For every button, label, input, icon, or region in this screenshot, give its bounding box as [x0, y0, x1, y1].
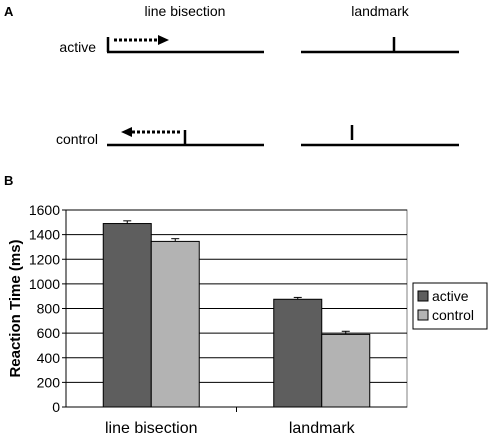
panel-b-label: B	[4, 173, 13, 188]
stimulus-control-bisection	[107, 127, 264, 147]
y-axis-label: Reaction Time (ms)	[7, 239, 24, 377]
y-tick-label: 400	[37, 350, 61, 366]
panel-a: A line bisection landmark active control	[4, 3, 459, 147]
bar-active	[102, 223, 152, 408]
row-label-active: active	[59, 39, 96, 55]
y-tick-label: 200	[37, 374, 61, 390]
legend-label-control: control	[432, 307, 474, 323]
bar-control	[321, 333, 371, 408]
y-tick-label: 800	[37, 301, 61, 317]
y-tick-label: 1000	[29, 276, 60, 292]
stimulus-active-landmark	[301, 37, 459, 54]
col-header-line-bisection: line bisection	[145, 3, 226, 19]
arrow-right-icon	[158, 35, 169, 45]
bar-active	[273, 298, 323, 408]
bar-control	[150, 240, 200, 408]
x-tick-label: landmark	[289, 420, 356, 437]
y-tick-label: 0	[52, 399, 60, 415]
arrow-left-icon	[121, 127, 132, 137]
y-tick-label: 1400	[29, 227, 60, 243]
panel-b: B 0 200 400 600 800 1000 1200 1400 1600 line bise…	[4, 173, 488, 437]
x-tick-label: line bisection	[105, 420, 198, 437]
legend-label-active: active	[432, 288, 469, 304]
legend-swatch-active	[417, 290, 429, 302]
stimulus-active-bisection	[106, 35, 264, 54]
row-label-control: control	[56, 131, 98, 147]
panel-a-label: A	[4, 4, 14, 19]
y-tick-label: 1200	[29, 251, 60, 267]
legend-swatch-control	[417, 309, 429, 321]
stimulus-control-landmark	[301, 125, 459, 147]
bar-chart: 0 200 400 600 800 1000 1200 1400 1600 line bisect…	[7, 202, 488, 437]
col-header-landmark: landmark	[351, 3, 410, 19]
y-tick-label: 600	[37, 325, 61, 341]
y-tick-label: 1600	[29, 202, 60, 218]
